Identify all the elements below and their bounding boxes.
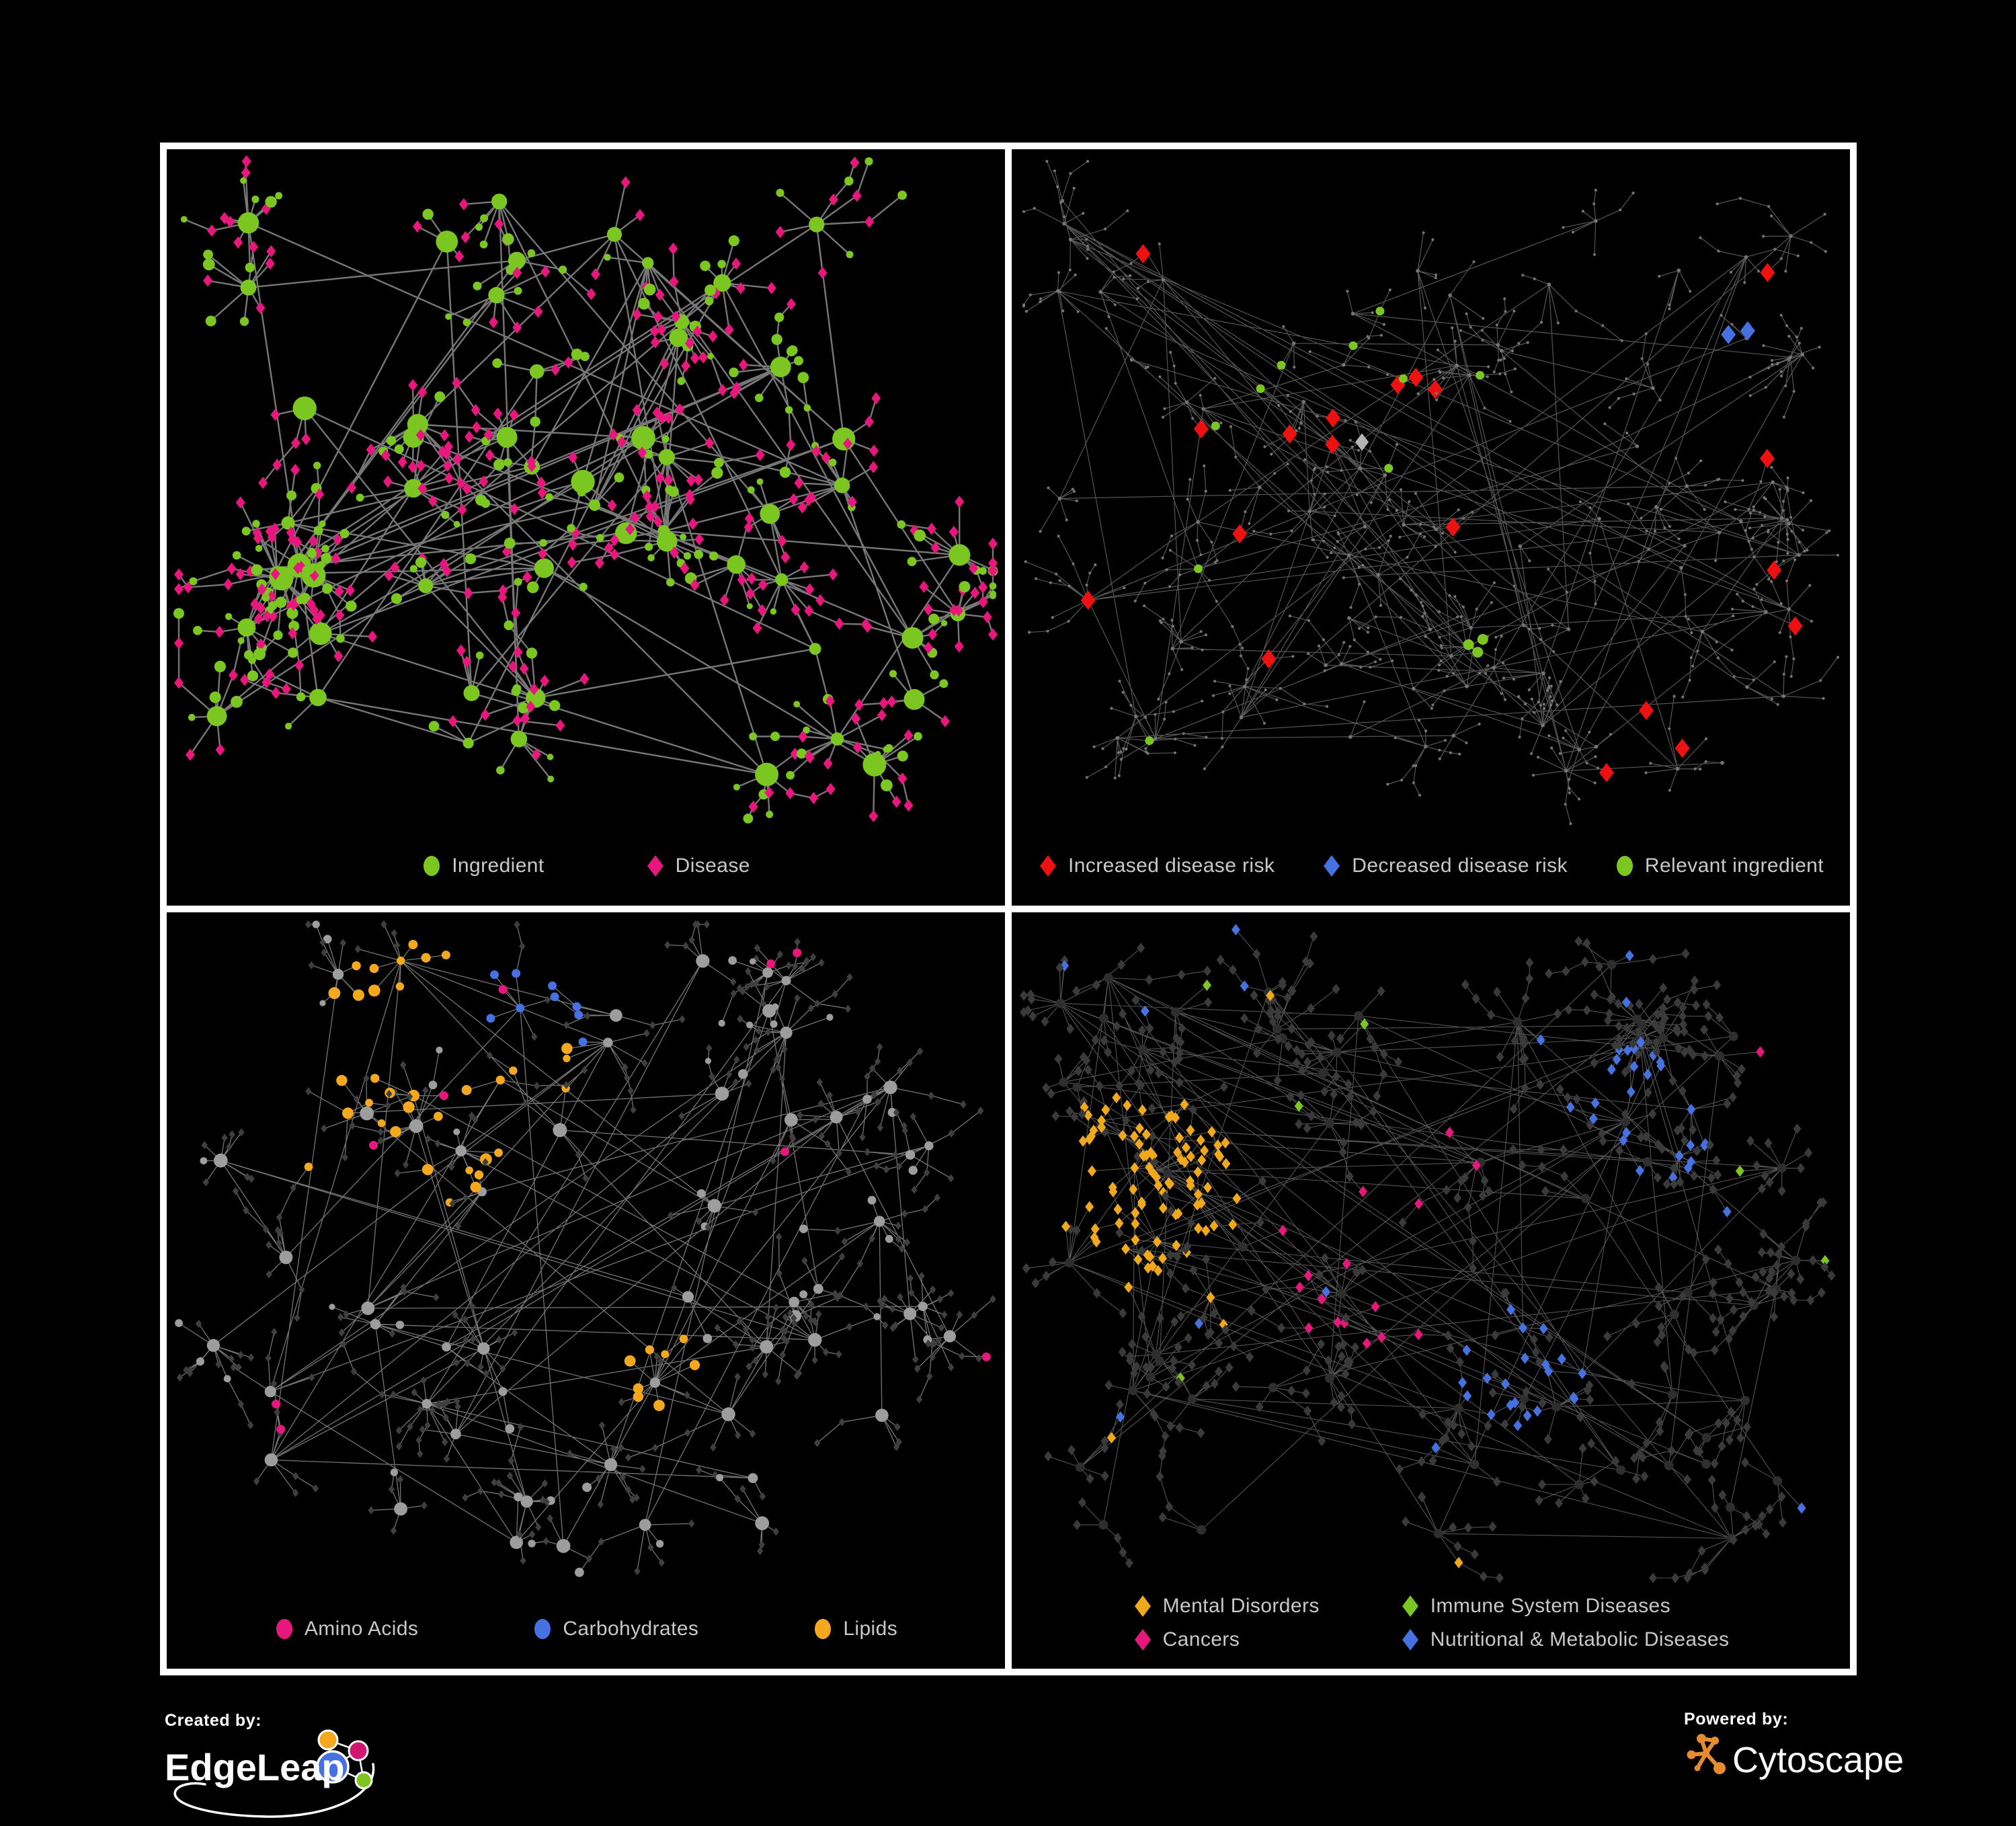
legend-item-decreased-risk: Decreased disease risk (1322, 855, 1568, 877)
panel-ingredient-disease: Ingredient Disease (167, 149, 1005, 906)
cytoscape-credit: Powered by: Cytoscape (1684, 1710, 1953, 1798)
legend-label: Disease (675, 855, 750, 877)
legend-item-immune-system-diseases: Immune System Diseases (1400, 1595, 1670, 1618)
panel-disease-risk: Increased disease risk Decreased disease… (1012, 149, 1850, 906)
relevant-ingredient-marker-icon (1616, 856, 1633, 876)
legend-label: Carbohydrates (563, 1618, 699, 1640)
legend-ingredient-disease: Ingredient Disease (167, 855, 1005, 877)
edgeleap-wordmark: EdgeLeap (165, 1746, 345, 1788)
panel-nutrient-classes: Amino Acids Carbohydrates Lipids (167, 912, 1005, 1669)
decreased-risk-marker-icon (1324, 855, 1340, 877)
cytoscape-logo: Cytoscape (1687, 1734, 1904, 1780)
nutritional-metabolic-marker-icon (1402, 1629, 1418, 1651)
legend-label: Increased disease risk (1068, 855, 1275, 877)
legend-label: Mental Disorders (1162, 1595, 1320, 1617)
legend-item-cancers: Cancers (1133, 1628, 1240, 1651)
legend-label: Ingredient (452, 855, 545, 877)
legend-nutrient-classes: Amino Acids Carbohydrates Lipids (167, 1618, 1005, 1640)
disease-marker-icon (647, 855, 663, 877)
mental-disorders-marker-icon (1134, 1595, 1151, 1617)
edgeleap-credit: Created by: EdgeLeap (165, 1711, 447, 1826)
edgeleap-network-icon (316, 1729, 373, 1790)
network-disease-classes (1020, 924, 1836, 1583)
network-disease-risk (1022, 159, 1840, 826)
ingredient-marker-icon (424, 856, 440, 876)
panel-grid: Ingredient Disease Increased disease ris… (160, 143, 1857, 1675)
legend-item-lipids: Lipids (813, 1618, 897, 1640)
legend-label: Immune System Diseases (1430, 1595, 1670, 1617)
edgeleap-logo: EdgeLeap (165, 1729, 375, 1818)
legend-item-amino-acids: Amino Acids (274, 1618, 418, 1640)
legend-label: Nutritional & Metabolic Diseases (1430, 1628, 1730, 1651)
lipids-marker-icon (815, 1619, 832, 1639)
legend-label: Decreased disease risk (1352, 855, 1568, 877)
cytoscape-network-icon (1687, 1734, 1726, 1774)
created-by-label: Created by: (165, 1711, 262, 1730)
network-nutrient-classes (175, 920, 996, 1577)
legend-item-carbohydrates: Carbohydrates (532, 1618, 698, 1640)
edgeleap-swoosh (173, 1763, 375, 1818)
legend-item-mental-disorders: Mental Disorders (1133, 1595, 1320, 1618)
increased-risk-marker-icon (1040, 855, 1056, 877)
powered-by-label: Powered by: (1684, 1710, 1789, 1729)
legend-item-ingredient: Ingredient (421, 855, 544, 877)
cancers-marker-icon (1134, 1629, 1151, 1651)
amino-acids-marker-icon (276, 1619, 292, 1639)
legend-disease-classes: Mental Disorders Immune System Diseases … (1012, 1595, 1850, 1651)
immune-diseases-marker-icon (1402, 1595, 1418, 1617)
network-ingredient-disease (173, 155, 998, 824)
carbohydrates-marker-icon (534, 1619, 551, 1639)
panel-disease-classes: Mental Disorders Immune System Diseases … (1012, 912, 1850, 1669)
legend-disease-risk: Increased disease risk Decreased disease… (1012, 855, 1850, 877)
legend-label: Lipids (843, 1618, 898, 1640)
cytoscape-wordmark: Cytoscape (1732, 1740, 1904, 1780)
legend-item-increased-risk: Increased disease risk (1038, 855, 1275, 877)
legend-item-disease: Disease (645, 855, 750, 877)
legend-label: Relevant ingredient (1644, 855, 1824, 877)
legend-label: Amino Acids (304, 1618, 419, 1640)
legend-item-nutritional-metabolic-diseases: Nutritional & Metabolic Diseases (1400, 1628, 1730, 1651)
legend-item-relevant-ingredient: Relevant ingredient (1615, 855, 1824, 877)
legend-label: Cancers (1162, 1628, 1240, 1651)
